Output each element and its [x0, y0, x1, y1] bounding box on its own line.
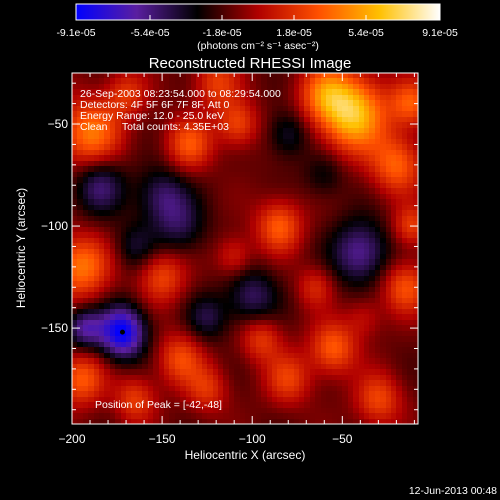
x-tick-label: −200 — [58, 432, 85, 446]
colorbar-ticks: -9.1e-05 -5.4e-05 -1.8e-05 1.8e-05 5.4e-05 9.… — [56, 15, 458, 39]
colorbar-unit-label: (photons cm⁻² s⁻¹ asec⁻²) — [197, 40, 319, 52]
y-tick-label: −150 — [41, 321, 68, 335]
y-axis-ticks: −50 −100 −150 — [41, 82, 418, 411]
x-tick-label: −150 — [149, 432, 176, 446]
x-tick-label: −50 — [332, 432, 353, 446]
colorbar-tick-label: 1.8e-05 — [276, 27, 312, 39]
chart-title: Reconstructed RHESSI Image — [149, 55, 352, 72]
plot-frame — [71, 72, 419, 425]
colorbar-tick-label: 9.1e-05 — [422, 27, 458, 39]
minimum-marker — [119, 329, 125, 335]
colorbar-tick-label: -9.1e-05 — [56, 27, 95, 39]
colorbar-tick-label: -1.8e-05 — [202, 27, 241, 39]
x-tick-label: −100 — [239, 432, 266, 446]
colorbar-tick-label: 5.4e-05 — [348, 27, 384, 39]
annotation-energy-range: Energy Range: 12.0 - 25.0 keV — [80, 110, 224, 122]
x-axis-label: Heliocentric X (arcsec) — [185, 448, 306, 462]
y-axis-label: Heliocentric Y (arcsec) — [14, 188, 28, 308]
annotation-block: 26-Sep-2003 08:23:54.000 to 08:29:54.000… — [80, 88, 281, 133]
heatmap-canvas — [72, 73, 418, 424]
heatmap-image-holder — [72, 73, 418, 424]
colorbar: -9.1e-05 -5.4e-05 -1.8e-05 1.8e-05 5.4e-05 9.… — [56, 3, 458, 52]
y-tick-label: −100 — [41, 219, 68, 233]
annotation-time-range: 26-Sep-2003 08:23:54.000 to 08:29:54.000 — [80, 88, 281, 100]
y-tick-label: −50 — [48, 117, 69, 131]
footer-timestamp: 12-Jun-2013 00:48 — [409, 485, 497, 497]
annotation-clean-counts: Clean Total counts: 4.35E+03 — [80, 121, 229, 133]
x-axis-ticks: −200 −150 −100 −50 — [58, 73, 415, 446]
colorbar-strip — [75, 3, 441, 21]
colorbar-tick-label: -5.4e-05 — [130, 27, 169, 39]
peak-position-label: Position of Peak = [-42,-48] — [95, 399, 222, 411]
annotation-detectors: Detectors: 4F 5F 6F 7F 8F, Att 0 — [80, 99, 230, 111]
